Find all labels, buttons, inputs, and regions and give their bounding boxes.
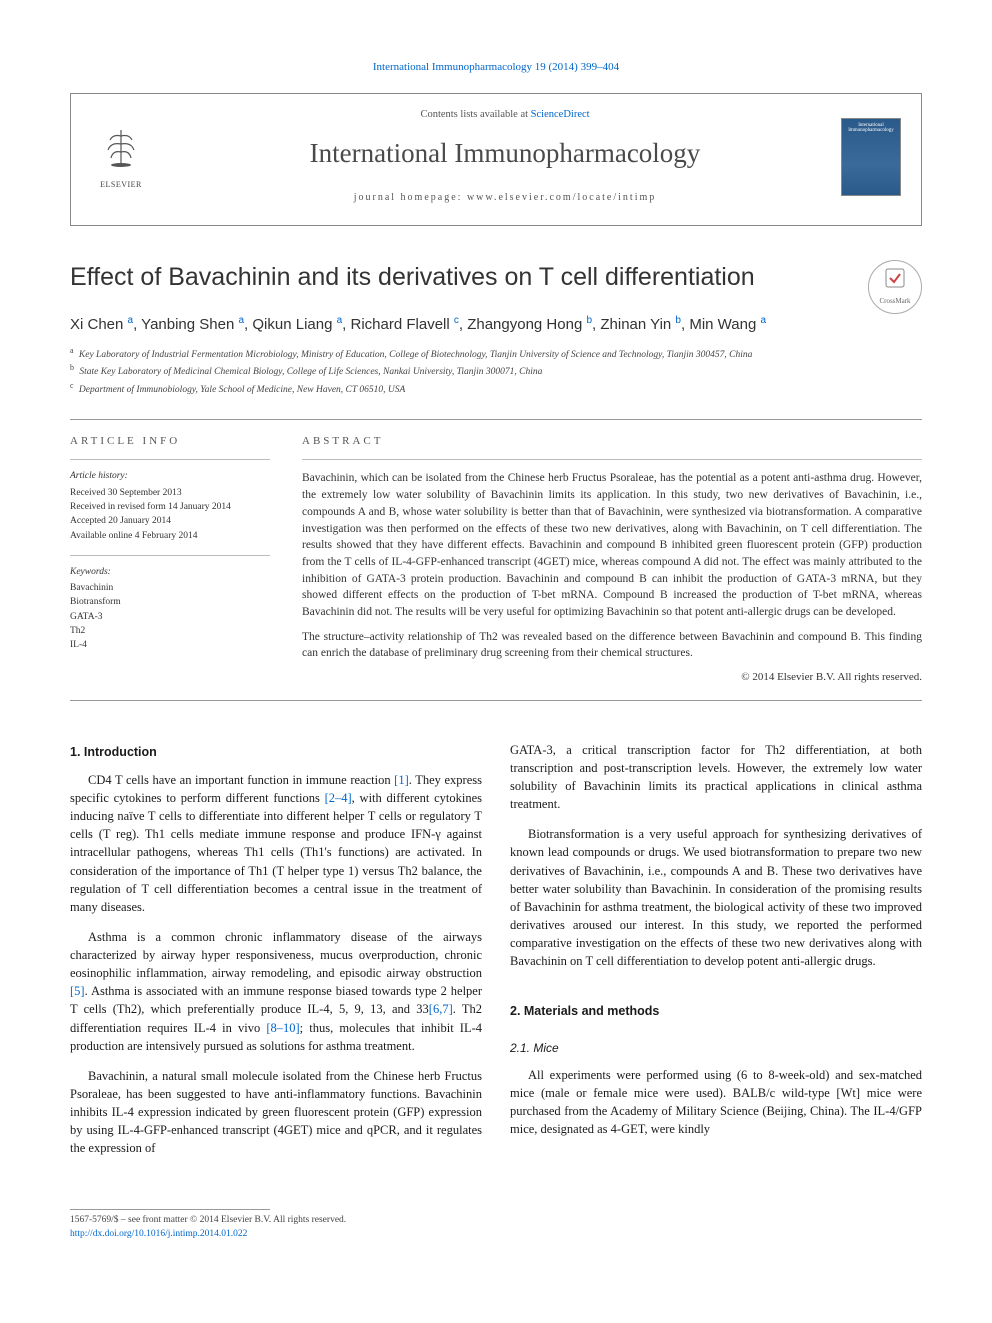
crossmark-icon bbox=[884, 267, 906, 296]
journal-name: International Immunopharmacology bbox=[169, 135, 841, 173]
body-columns: 1. Introduction CD4 T cells have an impo… bbox=[70, 741, 922, 1170]
intro-heading: 1. Introduction bbox=[70, 743, 482, 761]
keyword: Biotransform bbox=[70, 595, 270, 609]
abstract-heading: ABSTRACT bbox=[302, 434, 922, 449]
abstract-copyright: © 2014 Elsevier B.V. All rights reserved… bbox=[302, 670, 922, 686]
intro-p1: CD4 T cells have an important function i… bbox=[70, 771, 482, 916]
intro-p2: Asthma is a common chronic inflammatory … bbox=[70, 928, 482, 1055]
info-divider bbox=[302, 459, 922, 460]
divider bbox=[70, 700, 922, 701]
ref-link[interactable]: [5] bbox=[70, 984, 85, 998]
affiliations: a Key Laboratory of Industrial Fermentat… bbox=[70, 345, 922, 397]
history-line: Available online 4 February 2014 bbox=[70, 529, 270, 543]
footer-divider bbox=[70, 1209, 270, 1210]
footer-rights: 1567-5769/$ – see front matter © 2014 El… bbox=[70, 1214, 922, 1227]
journal-header: ELSEVIER Contents lists available at Sci… bbox=[70, 93, 922, 225]
mice-heading: 2.1. Mice bbox=[510, 1040, 922, 1057]
methods-heading: 2. Materials and methods bbox=[510, 1002, 922, 1020]
ref-link[interactable]: [2–4] bbox=[325, 791, 352, 805]
crossmark-label: CrossMark bbox=[879, 297, 910, 307]
affiliation-line: b State Key Laboratory of Medicinal Chem… bbox=[70, 362, 922, 379]
affiliation-line: c Department of Immunobiology, Yale Scho… bbox=[70, 380, 922, 397]
article-info-heading: ARTICLE INFO bbox=[70, 434, 270, 449]
ref-link[interactable]: [1] bbox=[394, 773, 409, 787]
authors: Xi Chen a, Yanbing Shen a, Qikun Liang a… bbox=[70, 314, 922, 335]
elsevier-label: ELSEVIER bbox=[100, 179, 142, 190]
journal-cover-thumb: International Immunopharmacology bbox=[841, 118, 901, 196]
journal-homepage: journal homepage: www.elsevier.com/locat… bbox=[169, 191, 841, 205]
history-label: Article history: bbox=[70, 470, 270, 483]
doi-link[interactable]: http://dx.doi.org/10.1016/j.intimp.2014.… bbox=[70, 1228, 922, 1241]
keyword: IL-4 bbox=[70, 638, 270, 652]
intro-p3: Bavachinin, a natural small molecule iso… bbox=[70, 1067, 482, 1158]
contents-prefix: Contents lists available at bbox=[420, 109, 530, 120]
cover-thumb-title: International Immunopharmacology bbox=[842, 123, 900, 134]
footer: 1567-5769/$ – see front matter © 2014 El… bbox=[70, 1209, 922, 1241]
info-divider bbox=[70, 555, 270, 556]
keyword: Th2 bbox=[70, 624, 270, 638]
article-title: Effect of Bavachinin and its derivatives… bbox=[70, 260, 755, 295]
col2-p1: GATA-3, a critical transcription factor … bbox=[510, 741, 922, 814]
elsevier-logo: ELSEVIER bbox=[91, 122, 151, 192]
abstract-p2: The structure–activity relationship of T… bbox=[302, 629, 922, 662]
sciencedirect-link[interactable]: ScienceDirect bbox=[531, 109, 590, 120]
col2-p2: Biotransformation is a very useful appro… bbox=[510, 825, 922, 970]
article-info: ARTICLE INFO Article history: Received 3… bbox=[70, 434, 270, 686]
keyword: Bavachinin bbox=[70, 581, 270, 595]
contents-line: Contents lists available at ScienceDirec… bbox=[169, 108, 841, 123]
ref-link[interactable]: [6,7] bbox=[429, 1002, 453, 1016]
running-header: International Immunopharmacology 19 (201… bbox=[70, 60, 922, 75]
info-divider bbox=[70, 459, 270, 460]
affiliation-line: a Key Laboratory of Industrial Fermentat… bbox=[70, 345, 922, 362]
ref-link[interactable]: [8–10] bbox=[266, 1021, 299, 1035]
keywords-label: Keywords: bbox=[70, 566, 270, 579]
history-line: Received in revised form 14 January 2014 bbox=[70, 500, 270, 514]
keyword: GATA-3 bbox=[70, 610, 270, 624]
elsevier-tree-icon bbox=[98, 124, 144, 177]
mice-p: All experiments were performed using (6 … bbox=[510, 1066, 922, 1139]
divider bbox=[70, 419, 922, 420]
left-column: 1. Introduction CD4 T cells have an impo… bbox=[70, 741, 482, 1170]
history-line: Received 30 September 2013 bbox=[70, 486, 270, 500]
history-line: Accepted 20 January 2014 bbox=[70, 514, 270, 528]
abstract-p1: Bavachinin, which can be isolated from t… bbox=[302, 470, 922, 620]
crossmark-badge[interactable]: CrossMark bbox=[868, 260, 922, 314]
abstract: ABSTRACT Bavachinin, which can be isolat… bbox=[302, 434, 922, 686]
right-column: GATA-3, a critical transcription factor … bbox=[510, 741, 922, 1170]
